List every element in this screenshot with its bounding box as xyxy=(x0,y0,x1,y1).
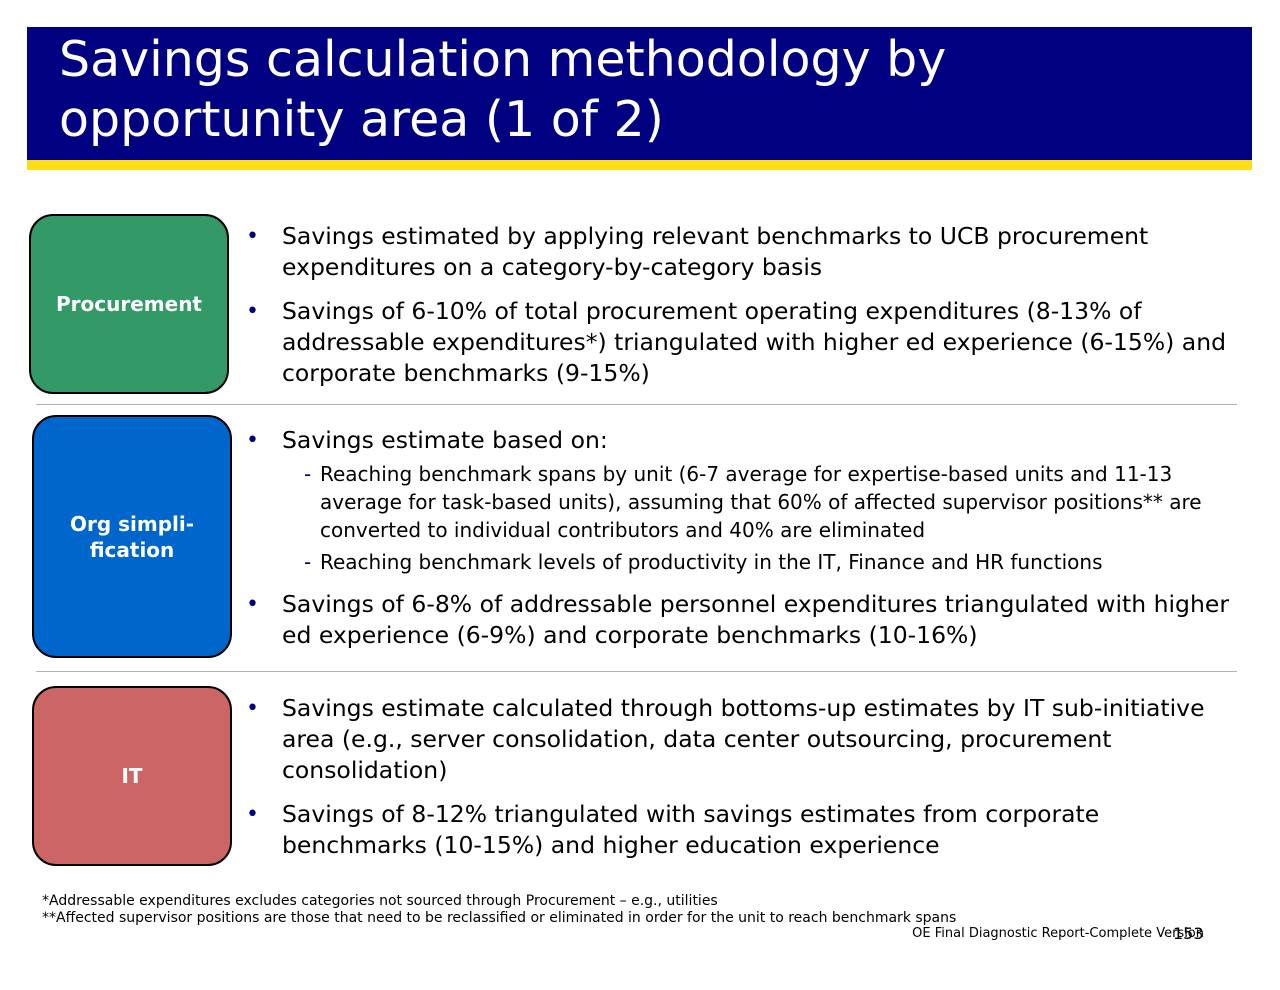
procurement-bullet-2: Savings of 6-10% of total procurement op… xyxy=(246,296,1236,389)
title-bar xyxy=(27,27,1252,160)
procurement-bullet-1: Savings estimated by applying relevant b… xyxy=(246,221,1236,283)
it-bullets: Savings estimate calculated through bott… xyxy=(246,693,1221,874)
footnote-2: **Affected supervisor positions are thos… xyxy=(42,910,957,926)
divider-2 xyxy=(36,671,1237,672)
org-bullets: Savings estimate based on: Reaching benc… xyxy=(246,425,1246,664)
title-accent-stripe xyxy=(27,160,1252,170)
org-bullet-1-text: Savings estimate based on: xyxy=(282,426,608,454)
footer-text: OE Final Diagnostic Report-Complete Vers… xyxy=(912,926,1204,941)
procurement-label-box: Procurement xyxy=(29,214,229,394)
page-number: 153 xyxy=(1173,924,1204,943)
it-bullet-2: Savings of 8-12% triangulated with savin… xyxy=(246,799,1221,861)
org-simplification-label: Org simpli-fication xyxy=(69,511,195,562)
footnote-1: *Addressable expenditures excludes categ… xyxy=(42,893,718,909)
it-bullet-1: Savings estimate calculated through bott… xyxy=(246,693,1221,786)
org-sub-bullets: Reaching benchmark spans by unit (6-7 av… xyxy=(282,460,1246,576)
procurement-bullets: Savings estimated by applying relevant b… xyxy=(246,221,1236,402)
org-simplification-label-box: Org simpli-fication xyxy=(32,415,232,658)
divider-1 xyxy=(36,404,1237,405)
it-label-box: IT xyxy=(32,686,232,866)
page-title: Savings calculation methodology by oppor… xyxy=(59,31,947,148)
procurement-label: Procurement xyxy=(56,292,202,316)
org-sub-bullet-2: Reaching benchmark levels of productivit… xyxy=(282,548,1246,576)
org-bullet-1: Savings estimate based on: Reaching benc… xyxy=(246,425,1246,576)
org-bullet-2: Savings of 6-8% of addressable personnel… xyxy=(246,589,1246,651)
it-label: IT xyxy=(121,764,143,788)
org-sub-bullet-1: Reaching benchmark spans by unit (6-7 av… xyxy=(282,460,1246,544)
